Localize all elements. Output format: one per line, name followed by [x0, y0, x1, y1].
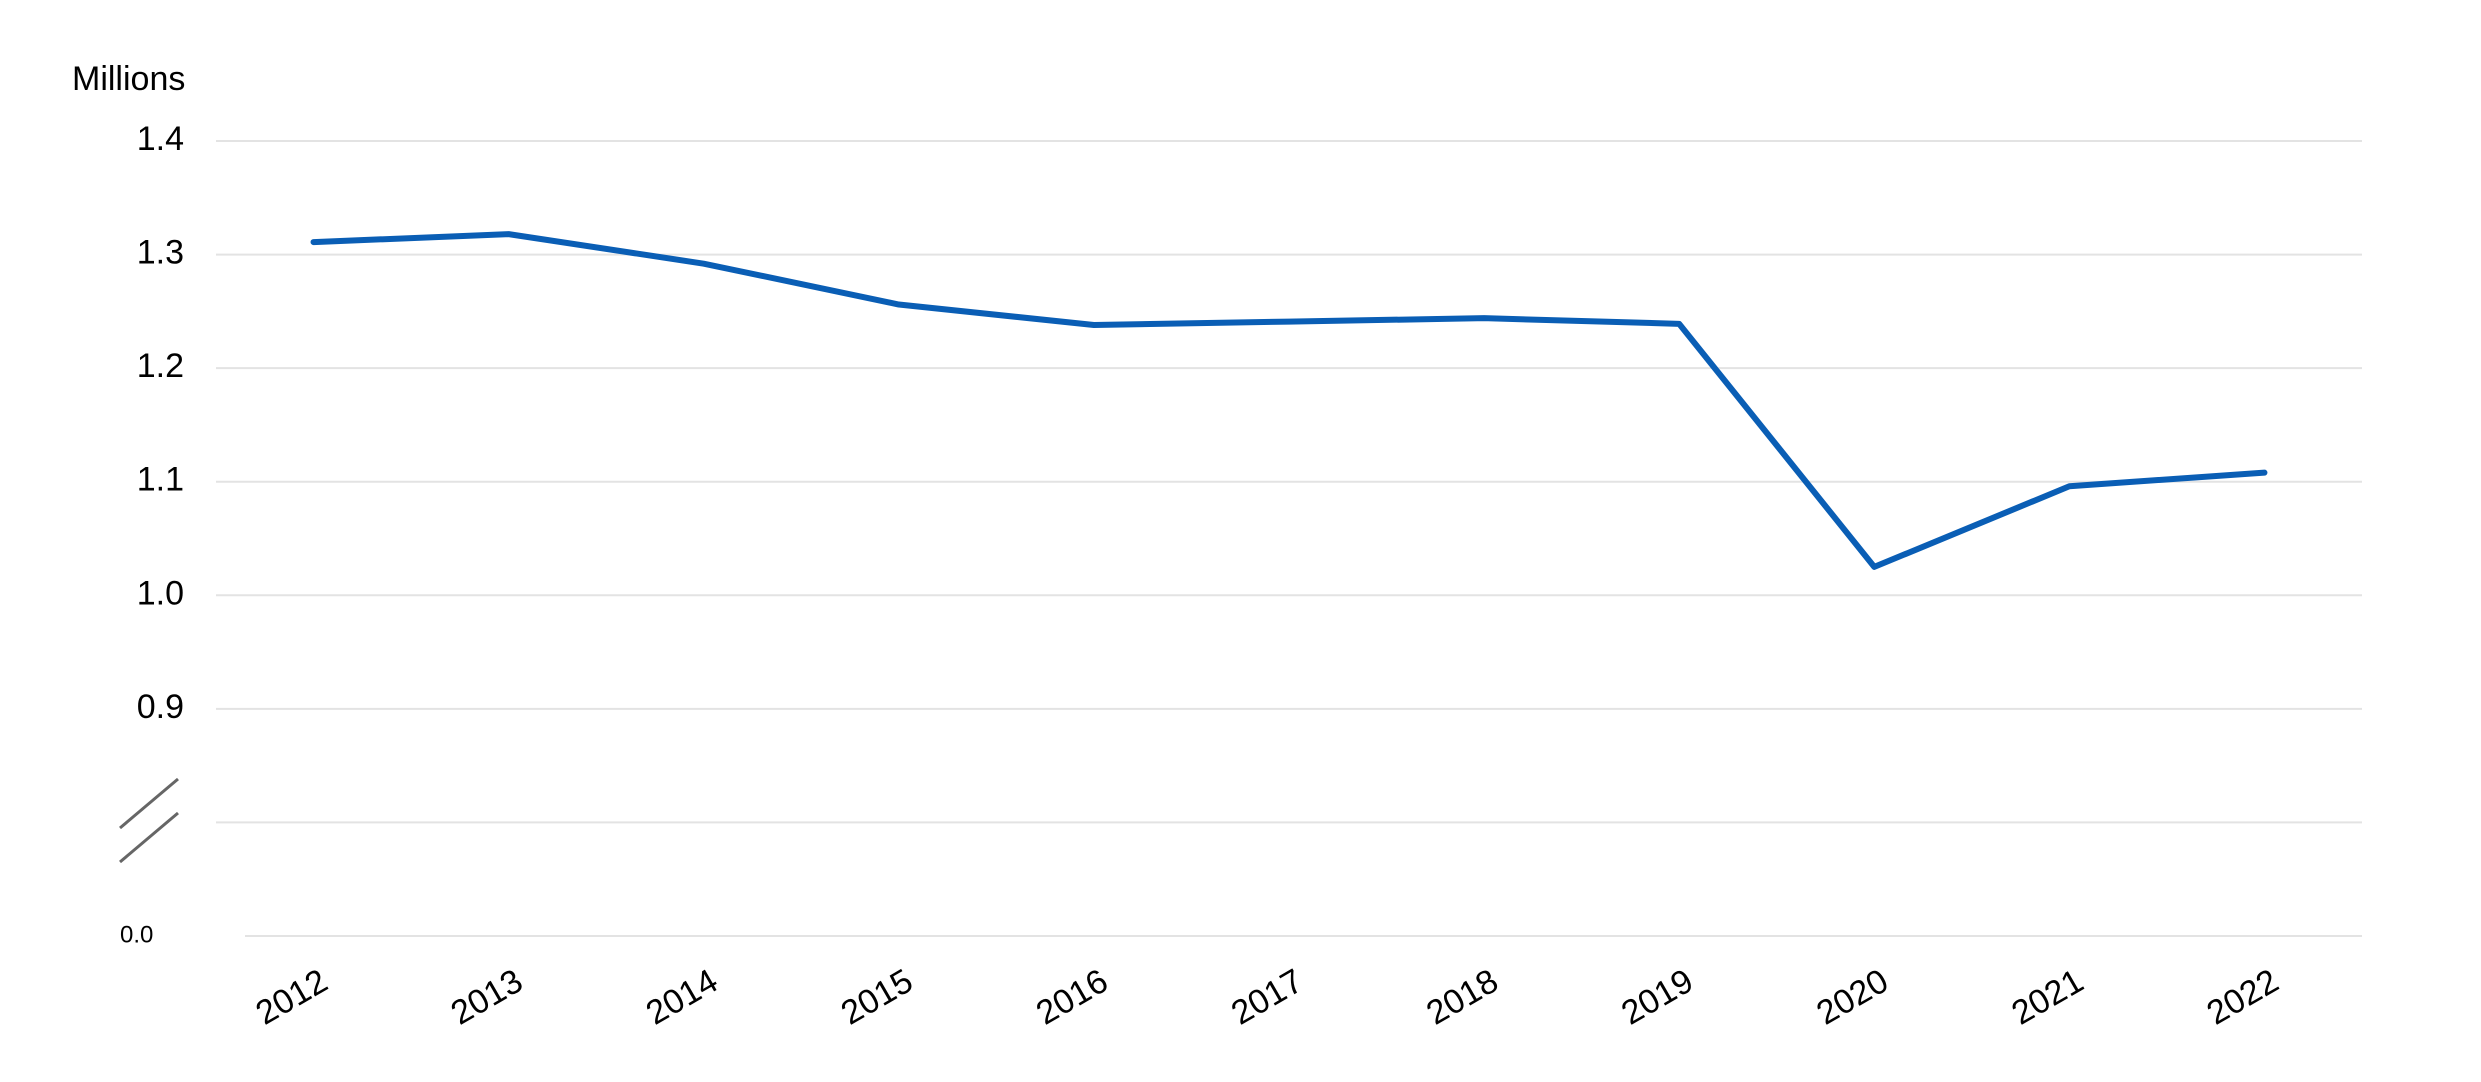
x-tick-label: 2018 [1420, 962, 1505, 1033]
y-tick-label: 1.4 [137, 120, 184, 158]
x-tick-label: 2017 [1225, 962, 1310, 1033]
axis-break-mark [119, 811, 179, 864]
y-tick-label: 1.1 [137, 461, 184, 499]
x-tick-label: 2015 [835, 962, 920, 1033]
x-tick-label: 2019 [1615, 962, 1700, 1033]
y-tick-label: 0.9 [137, 688, 184, 726]
x-tick-label: 2013 [445, 962, 530, 1033]
x-tick-label: 2012 [250, 962, 335, 1033]
x-tick-label: 2021 [2005, 962, 2090, 1033]
axis-break-mark [119, 777, 179, 830]
y-tick-label: 1.0 [137, 574, 184, 612]
x-tick-label: 2020 [1810, 962, 1895, 1033]
data-line [310, 231, 2268, 570]
y-tick-label: 1.2 [137, 347, 184, 385]
y-axis-label: Millions [72, 60, 185, 98]
x-tick-label: 2016 [1030, 962, 1115, 1033]
y-tick-label: 1.3 [137, 234, 184, 272]
x-tick-label: 2014 [640, 962, 725, 1033]
x-tick-label: 2022 [2200, 962, 2285, 1033]
y-tick-label: 0.0 [120, 921, 153, 948]
